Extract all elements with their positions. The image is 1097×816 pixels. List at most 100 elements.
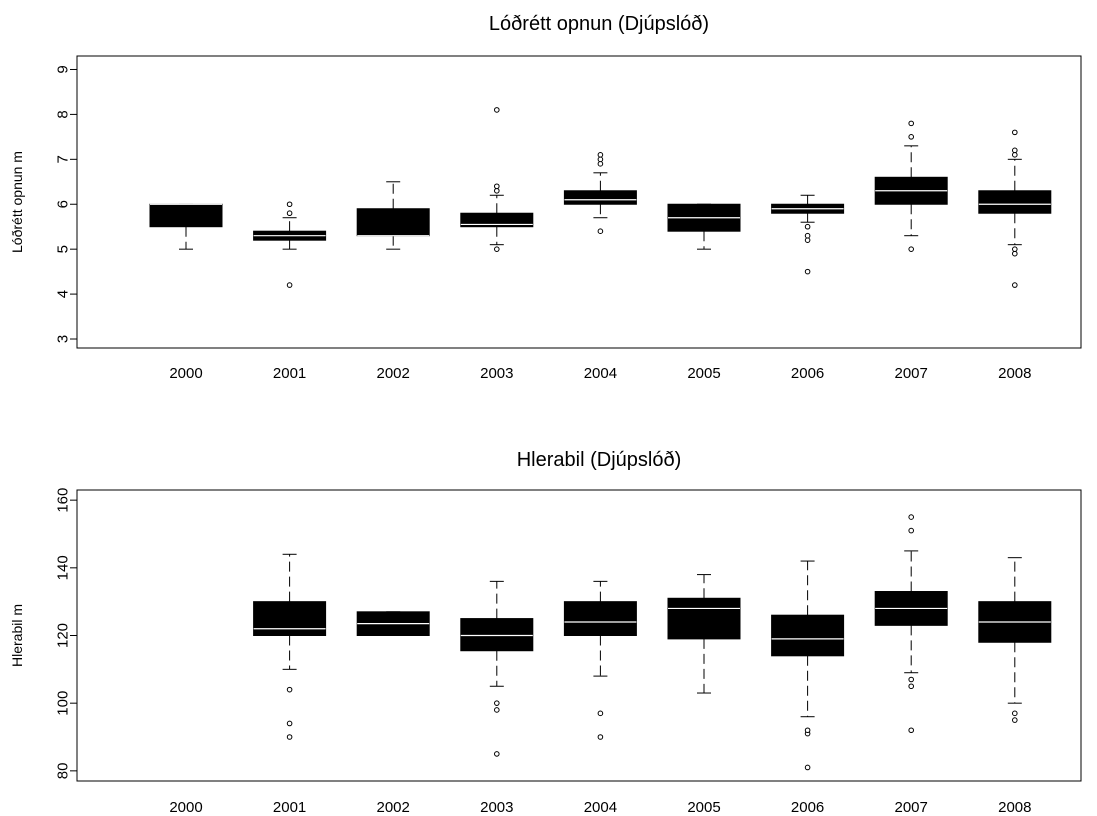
outlier-point	[908, 527, 915, 534]
x-tick-label: 2004	[584, 799, 617, 816]
y-tick-label: 5	[55, 245, 72, 253]
outlier-point	[494, 246, 500, 252]
x-tick-label: 2007	[895, 799, 928, 816]
outlier-point	[804, 223, 811, 230]
outlier-point	[1012, 250, 1018, 257]
x-tick-label: 2001	[273, 799, 306, 816]
box-2004	[563, 152, 637, 234]
chart-panel-2: Hlerabil (Djúpslóð) Hlerabil m 80 100 120 140…	[9, 449, 1082, 816]
outlier-point	[494, 183, 500, 190]
iqr-box	[978, 190, 1052, 214]
outlier-point	[1012, 717, 1018, 723]
outlier-point	[597, 161, 604, 167]
box-2003	[460, 107, 534, 252]
x-tick-label: 2003	[480, 799, 513, 816]
box-2006	[771, 560, 845, 771]
iqr-box	[563, 190, 637, 205]
iqr-box	[460, 618, 534, 652]
outlier-point	[597, 228, 604, 234]
outlier-point	[1012, 147, 1018, 154]
y-tick-label: 160	[55, 488, 72, 513]
y-tick-label: 7	[55, 155, 72, 163]
y-tick-label: 80	[55, 763, 72, 780]
x-tick-label: 2002	[377, 365, 410, 382]
iqr-box	[460, 212, 534, 228]
outlier-point	[597, 152, 604, 158]
box-2007	[874, 514, 948, 734]
y-tick-label: 6	[55, 200, 72, 208]
outlier-point	[908, 120, 915, 127]
outlier-point	[494, 751, 500, 757]
y-tick-label: 120	[55, 623, 72, 648]
outlier-point	[1012, 710, 1018, 717]
box-2000	[149, 203, 223, 250]
outlier-point	[908, 514, 915, 520]
x-tick-label: 2002	[377, 799, 410, 816]
outlier-point	[597, 156, 604, 163]
iqr-box	[667, 597, 741, 640]
x-tick-label: 2001	[273, 365, 306, 382]
y-tick-label: 3	[55, 335, 72, 343]
box-2008	[978, 129, 1052, 288]
x-tick-label: 2005	[687, 365, 720, 382]
outlier-point	[286, 282, 293, 288]
outlier-point	[597, 710, 604, 717]
y-tick-label: 4	[55, 290, 72, 298]
iqr-box	[563, 601, 637, 636]
box-2001	[253, 201, 327, 288]
chart-title: Lóðrétt opnun (Djúpslóð)	[489, 13, 709, 35]
x-tick-label: 2007	[895, 365, 928, 382]
outlier-point	[908, 727, 915, 734]
iqr-box	[771, 614, 845, 657]
x-tick-label: 2003	[480, 365, 513, 382]
iqr-box	[253, 601, 327, 636]
plot-frame	[76, 55, 1082, 349]
iqr-box	[149, 203, 223, 228]
box-2004	[563, 580, 637, 740]
outlier-point	[908, 676, 915, 683]
outlier-point	[1012, 246, 1018, 252]
box-2008	[978, 557, 1052, 723]
outlier-point	[494, 107, 500, 113]
outlier-point	[804, 727, 811, 734]
outlier-point	[908, 134, 915, 140]
box-2006	[771, 194, 845, 275]
y-tick-label: 140	[55, 555, 72, 580]
x-tick-label: 2006	[791, 799, 824, 816]
outlier-point	[286, 686, 293, 693]
outlier-point	[494, 700, 500, 706]
outlier-point	[908, 246, 915, 252]
y-tick-label: 100	[55, 691, 72, 716]
x-tick-label: 2008	[998, 365, 1031, 382]
chart-panel-1: Lóðrétt opnun (Djúpslóð) Lóðrétt opnun m 3…	[9, 13, 1082, 382]
y-axis-label: Lóðrétt opnun m	[9, 151, 25, 253]
y-tick-label: 8	[55, 110, 72, 118]
x-tick-label: 2000	[169, 799, 202, 816]
outlier-point	[286, 720, 293, 727]
box-2002	[356, 611, 430, 637]
outlier-point	[286, 210, 293, 217]
box-2001	[253, 553, 327, 740]
y-tick-label: 9	[55, 65, 72, 73]
outlier-point	[286, 734, 293, 740]
x-tick-label: 2005	[687, 799, 720, 816]
outlier-point	[1012, 152, 1018, 158]
outlier-point	[1012, 282, 1018, 288]
outlier-point	[1012, 129, 1018, 136]
box-2007	[874, 120, 948, 252]
x-tick-label: 2008	[998, 799, 1031, 816]
x-tick-label: 2004	[584, 365, 617, 382]
y-axis-label: Hlerabil m	[9, 604, 25, 667]
box-2002	[356, 181, 430, 250]
iqr-box	[356, 208, 430, 237]
outlier-point	[804, 764, 811, 771]
outlier-point	[286, 201, 293, 208]
outlier-point	[494, 707, 500, 713]
outlier-point	[804, 232, 811, 239]
box-2003	[460, 580, 534, 757]
box-2005	[667, 203, 741, 250]
outlier-point	[804, 268, 811, 275]
x-tick-label: 2000	[169, 365, 202, 382]
